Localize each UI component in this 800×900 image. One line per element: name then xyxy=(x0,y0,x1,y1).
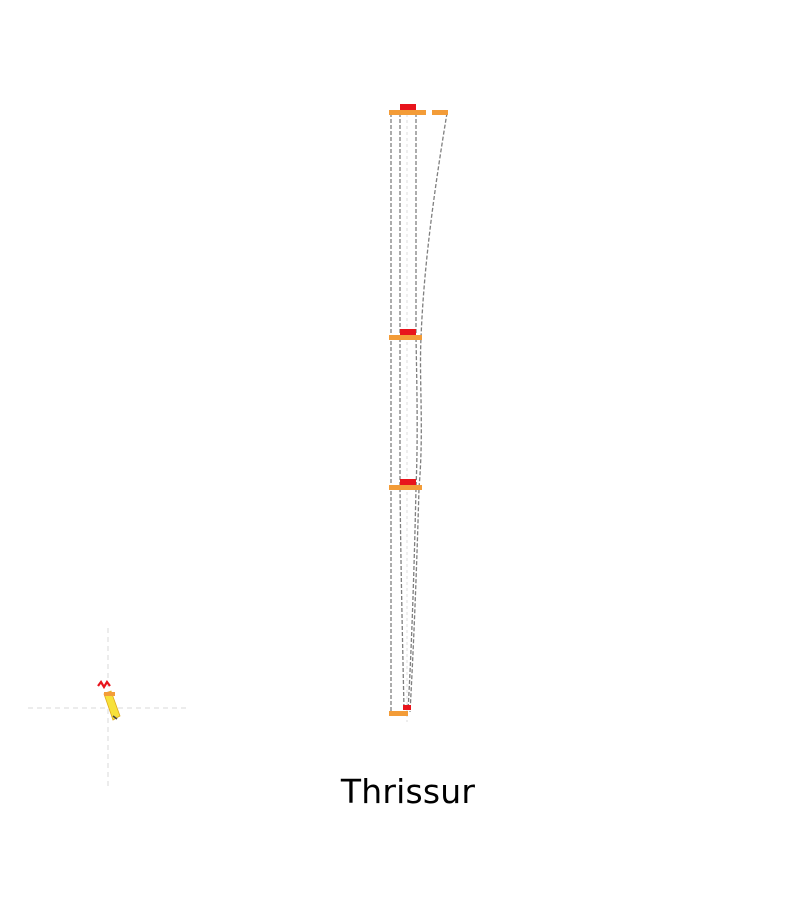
node-top xyxy=(389,104,448,115)
compass-tail xyxy=(112,715,118,720)
platform-bar xyxy=(389,335,422,340)
north-arrow-icon xyxy=(28,628,188,788)
track-line-4 xyxy=(399,487,405,711)
track-line-7 xyxy=(407,487,417,711)
platform-bar xyxy=(389,485,422,490)
track-line-6 xyxy=(415,337,418,489)
platform-bar-right xyxy=(432,110,448,115)
station-name: Thrissur xyxy=(340,772,476,811)
platform-bar xyxy=(389,711,408,716)
node-bottom xyxy=(389,705,411,716)
signal-marker xyxy=(400,479,416,485)
node-upper-middle xyxy=(389,329,422,340)
node-lower-middle xyxy=(389,479,422,490)
platform-bar xyxy=(389,110,426,115)
compass-accent xyxy=(104,692,115,696)
signal-marker xyxy=(403,705,411,710)
track-line-8 xyxy=(409,112,448,713)
compass-north-mark xyxy=(97,680,111,690)
signal-marker xyxy=(400,329,416,335)
signal-marker xyxy=(400,104,416,110)
track-lines xyxy=(390,112,448,713)
